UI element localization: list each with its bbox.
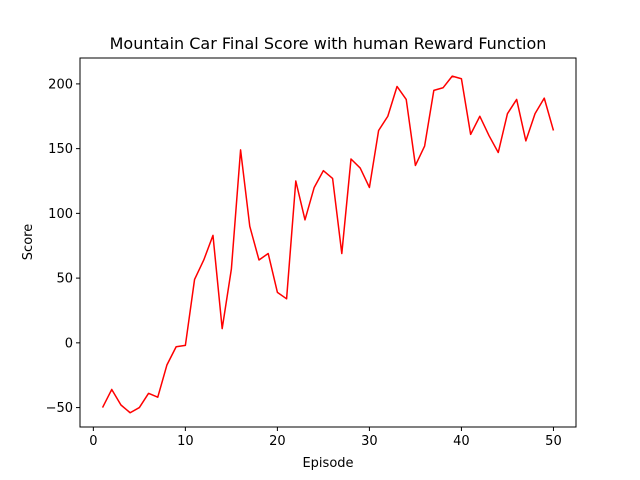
x-tick-label: 20 — [269, 434, 286, 449]
y-tick-label: −50 — [46, 401, 73, 416]
x-tick-label: 40 — [453, 434, 470, 449]
plot-frame — [79, 57, 577, 428]
chart-title: Mountain Car Final Score with human Rewa… — [110, 34, 547, 53]
series-line — [101, 75, 555, 414]
x-tick-label: 30 — [361, 434, 378, 449]
y-tick-label: 100 — [48, 207, 73, 222]
y-axis-label: Score — [21, 224, 36, 260]
x-tick-label: 0 — [89, 434, 97, 449]
x-tick-label: 10 — [177, 434, 194, 449]
y-tick-label: 0 — [65, 336, 73, 351]
y-tick-label: 50 — [56, 272, 73, 287]
y-tick-label: 150 — [48, 142, 73, 157]
y-tick-label: 200 — [48, 77, 73, 92]
x-axis-label: Episode — [302, 456, 353, 471]
x-tick-label: 50 — [545, 434, 562, 449]
